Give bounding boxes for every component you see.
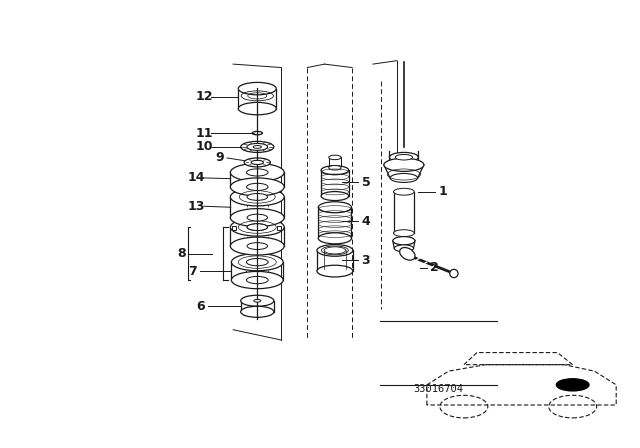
Ellipse shape [232,271,283,289]
Ellipse shape [246,258,268,266]
Ellipse shape [254,299,260,302]
Ellipse shape [246,183,268,190]
Ellipse shape [230,218,284,236]
Ellipse shape [399,247,415,260]
Ellipse shape [230,164,284,181]
Text: 4: 4 [362,215,371,228]
Ellipse shape [247,214,268,221]
Ellipse shape [230,188,284,206]
Ellipse shape [318,202,351,213]
Ellipse shape [393,237,415,245]
Ellipse shape [246,169,268,176]
Text: 5: 5 [362,176,371,189]
Text: 12: 12 [195,90,212,103]
Text: 3: 3 [362,254,371,267]
Ellipse shape [247,143,268,151]
Text: 8: 8 [177,247,186,260]
Text: 9: 9 [215,151,223,164]
Ellipse shape [241,142,274,152]
Ellipse shape [321,166,349,175]
Text: 14: 14 [188,172,205,185]
Ellipse shape [317,245,353,256]
Ellipse shape [232,254,283,271]
Ellipse shape [252,131,262,135]
Text: 10: 10 [195,140,212,153]
Text: 7: 7 [188,265,197,278]
Ellipse shape [247,194,268,200]
Text: 33016704: 33016704 [413,384,463,394]
Ellipse shape [394,188,414,195]
Ellipse shape [241,295,274,306]
Text: 11: 11 [195,127,212,140]
Ellipse shape [394,245,413,252]
Ellipse shape [390,173,418,182]
Circle shape [450,269,458,278]
Ellipse shape [317,265,353,277]
Ellipse shape [241,306,274,317]
Text: 2: 2 [430,261,438,274]
Ellipse shape [230,209,284,227]
Ellipse shape [318,233,351,244]
Ellipse shape [244,158,270,167]
Ellipse shape [324,247,346,254]
Ellipse shape [329,155,341,159]
Ellipse shape [253,146,261,148]
Ellipse shape [329,165,341,170]
Text: 6: 6 [196,300,205,313]
Ellipse shape [230,237,284,255]
Ellipse shape [394,230,414,237]
Text: 1: 1 [438,185,447,198]
Bar [232,225,236,230]
Ellipse shape [389,152,419,162]
Ellipse shape [230,178,284,196]
Ellipse shape [321,192,349,201]
Ellipse shape [384,158,424,172]
Ellipse shape [247,243,268,250]
Ellipse shape [246,276,268,284]
Ellipse shape [238,103,276,115]
Ellipse shape [251,160,264,164]
Ellipse shape [247,224,268,231]
Ellipse shape [238,82,276,95]
Circle shape [556,379,589,391]
Bar [277,225,281,230]
Ellipse shape [396,155,413,160]
Text: 13: 13 [188,200,205,213]
